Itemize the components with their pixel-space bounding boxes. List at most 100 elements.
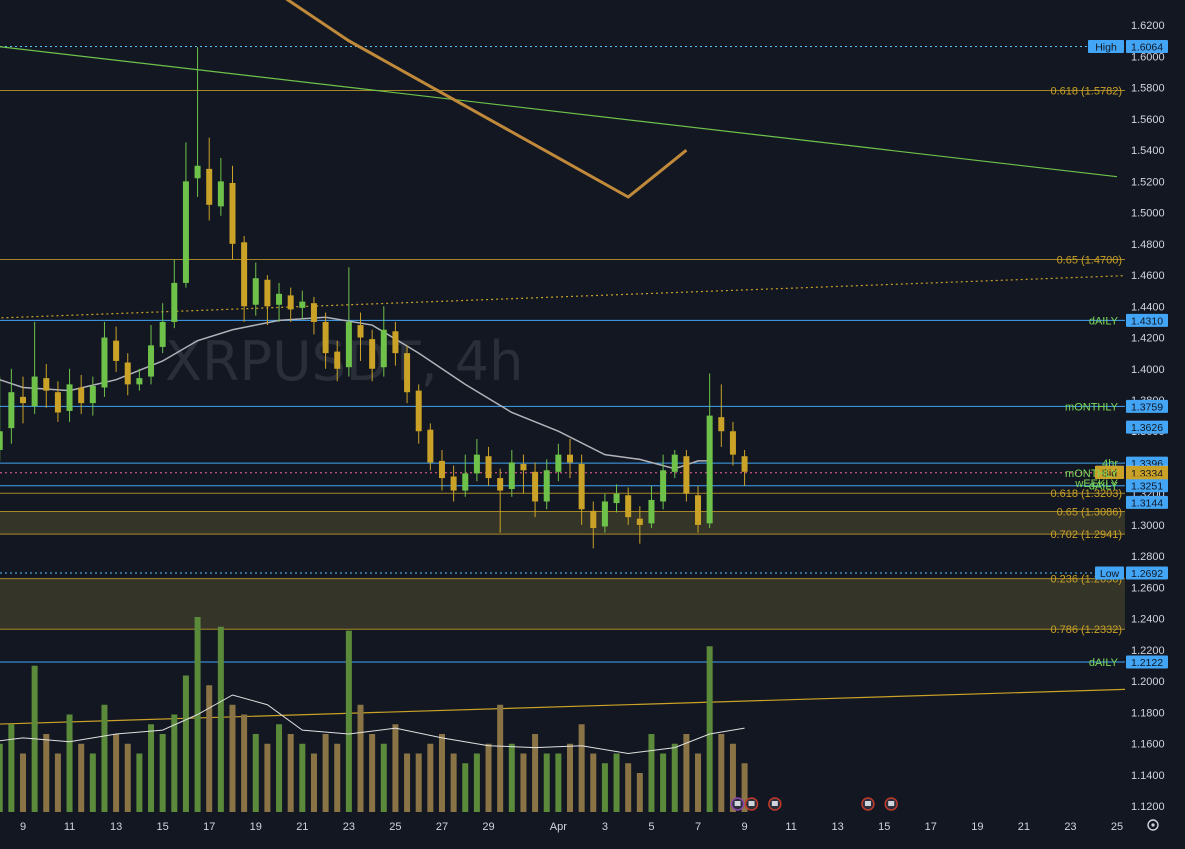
candle[interactable] [415, 384, 422, 444]
candle[interactable] [20, 376, 26, 424]
candle[interactable] [380, 306, 387, 377]
candle[interactable] [601, 493, 608, 533]
candle[interactable] [613, 484, 620, 513]
candle-body [369, 339, 376, 369]
candle[interactable] [532, 462, 539, 518]
price-tick-label: 1.6000 [1131, 51, 1165, 63]
candle[interactable] [543, 459, 550, 510]
volume-bar [0, 743, 3, 812]
candle[interactable] [299, 290, 306, 319]
candle[interactable] [0, 376, 3, 461]
fib-label: 0.65 (1.4700) [1057, 254, 1122, 266]
candle[interactable] [648, 485, 655, 529]
candle[interactable] [8, 368, 15, 444]
economic-event-marker[interactable] [744, 797, 759, 811]
candle[interactable] [54, 381, 61, 422]
candle[interactable] [334, 340, 341, 382]
price-label: 1.3144 [1126, 495, 1168, 509]
candle[interactable] [357, 312, 364, 361]
candle[interactable] [660, 454, 667, 510]
candle-body [671, 454, 678, 472]
candle-body [241, 242, 248, 307]
candle[interactable] [206, 137, 213, 221]
economic-event-marker[interactable] [884, 797, 898, 811]
time-tick-label: 9 [742, 821, 748, 833]
candle[interactable] [706, 373, 713, 529]
candle[interactable] [241, 236, 248, 322]
candle[interactable] [450, 465, 457, 502]
candle[interactable] [194, 47, 201, 197]
candle[interactable] [404, 345, 411, 404]
candle[interactable] [31, 321, 38, 415]
candle[interactable] [729, 421, 736, 466]
time-axis[interactable]: 9 11 13 15 17 19 21 23 25 27 29 Apr 3 5 7 9 11 13 15 17 19 21… [0, 814, 1185, 844]
candle[interactable] [392, 321, 399, 366]
candle[interactable] [473, 439, 480, 482]
candle[interactable] [310, 296, 317, 335]
volume-bar [78, 743, 85, 812]
economic-event-marker[interactable] [730, 797, 745, 811]
candle[interactable] [695, 485, 702, 533]
candle[interactable] [520, 454, 527, 494]
candle[interactable] [462, 454, 469, 497]
time-tick-label: 19 [250, 821, 262, 833]
ma200-line [285, 0, 688, 199]
candle[interactable] [287, 287, 294, 322]
candle[interactable] [508, 449, 515, 497]
candle[interactable] [43, 364, 50, 408]
candle[interactable] [636, 506, 643, 544]
candle[interactable] [438, 449, 445, 491]
candle[interactable] [171, 259, 178, 329]
volume-bar [113, 734, 120, 812]
candle[interactable] [264, 275, 271, 326]
price-value: 1.3144 [1131, 497, 1163, 509]
candle[interactable] [718, 384, 725, 447]
candle[interactable] [322, 312, 329, 369]
candle[interactable] [78, 375, 85, 415]
candle[interactable] [276, 282, 283, 322]
candle[interactable] [113, 326, 120, 372]
volume-bar [683, 734, 690, 812]
candle[interactable] [741, 449, 748, 486]
candle[interactable] [89, 376, 96, 416]
candle[interactable] [590, 501, 597, 549]
candle[interactable] [124, 353, 131, 396]
candle[interactable] [182, 142, 189, 288]
candle[interactable] [66, 368, 73, 422]
price-tag: mONTHLY [1065, 401, 1119, 413]
time-tick-label: 17 [925, 821, 937, 833]
candles[interactable] [0, 47, 748, 549]
candle[interactable] [345, 267, 352, 377]
price-tick-label: 1.2400 [1131, 614, 1165, 626]
candle[interactable] [567, 439, 573, 479]
candle[interactable] [485, 446, 492, 486]
candle[interactable] [497, 468, 504, 533]
economic-event-marker[interactable] [768, 797, 782, 811]
candle[interactable] [148, 325, 155, 385]
candle[interactable] [683, 449, 690, 502]
candle[interactable] [369, 329, 376, 382]
price-tick-label: 1.5000 [1131, 208, 1165, 220]
candle[interactable] [252, 262, 259, 316]
candle-body [43, 378, 50, 391]
candle[interactable] [217, 157, 224, 216]
fib-label: 0.618 (1.5782) [1050, 86, 1122, 98]
economic-event-marker[interactable] [861, 797, 875, 811]
price-tick-label: 1.4400 [1131, 301, 1165, 313]
candle[interactable] [555, 443, 562, 482]
candle[interactable] [101, 321, 108, 397]
candle[interactable] [136, 368, 143, 391]
candle[interactable] [159, 303, 166, 354]
volume-bar [590, 753, 597, 812]
candle[interactable] [671, 449, 678, 479]
volume-bar [671, 743, 678, 812]
event-markers[interactable] [730, 797, 898, 811]
candle-body [392, 331, 399, 354]
candle[interactable] [427, 423, 434, 471]
candle[interactable] [625, 487, 632, 525]
gear-icon[interactable] [1147, 819, 1159, 831]
candle[interactable] [578, 454, 585, 525]
candle[interactable] [229, 165, 236, 260]
